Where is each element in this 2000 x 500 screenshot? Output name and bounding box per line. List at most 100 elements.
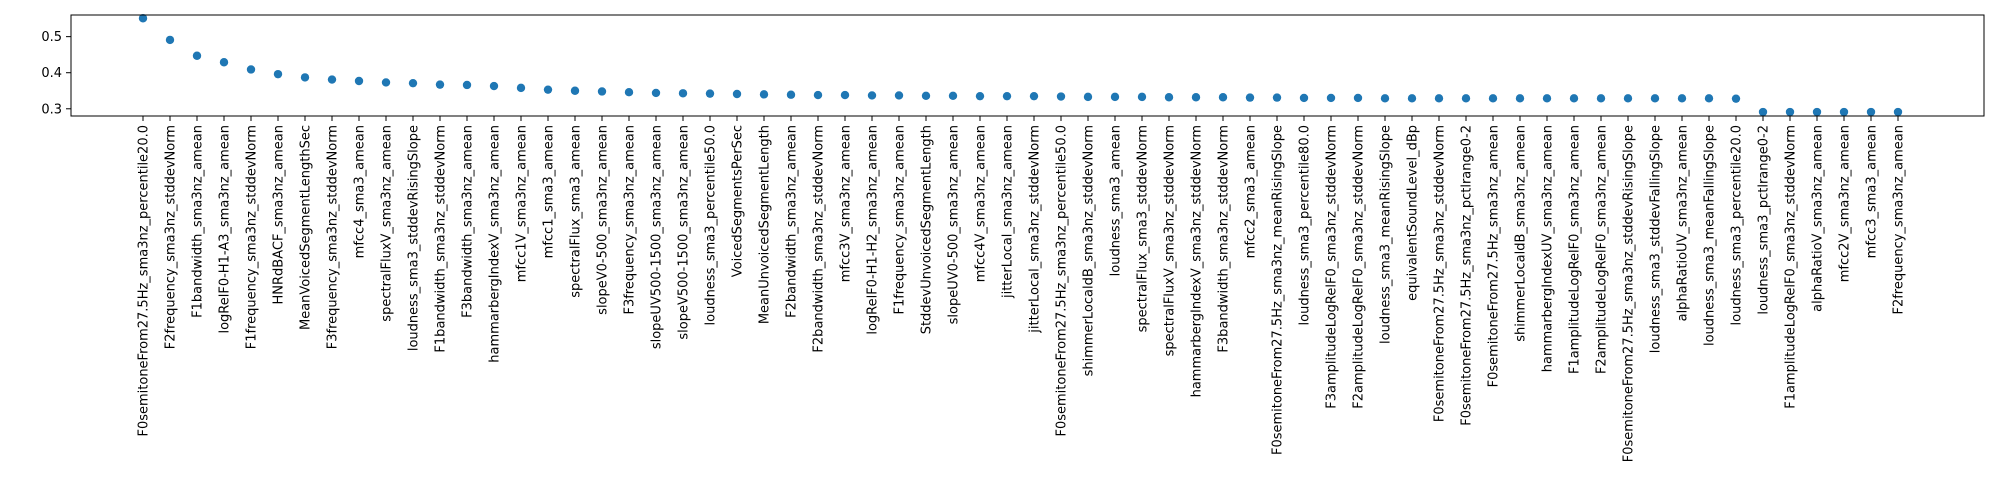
x-tick-label: loudness_sma3_meanFallingSlope <box>1703 125 1718 346</box>
data-point <box>624 87 634 97</box>
data-point <box>1623 94 1633 103</box>
x-tick-label: HNRdBACF_sma3nz_amean <box>272 125 287 305</box>
data-point <box>1596 94 1606 103</box>
data-point <box>1812 107 1822 117</box>
plot-frame <box>70 14 1985 117</box>
x-tick-label: mfcc3_sma3_amean <box>1865 125 1880 258</box>
data-point <box>300 73 310 82</box>
data-point <box>408 78 418 88</box>
x-tick-label: slopeV500-1500_sma3nz_amean <box>677 125 692 340</box>
data-point <box>1677 94 1687 103</box>
data-point <box>1218 93 1228 102</box>
x-tick-label: F2amplitudeLogRelF0_sma3nz_stddevNorm <box>1352 125 1367 409</box>
x-tick-label: alphaRatioUV_sma3nz_amean <box>1676 125 1691 321</box>
x-tick-label: shimmerLocaldB_sma3nz_amean <box>1514 125 1529 342</box>
data-point <box>1704 94 1714 103</box>
x-tick-label: F1amplitudeLogRelF0_sma3nz_amean <box>1568 125 1583 374</box>
x-tick-label: F3bandwidth_sma3nz_amean <box>461 125 476 318</box>
x-tick-label: slopeV0-500_sma3nz_amean <box>596 125 611 315</box>
x-tick-label: loudness_sma3_amean <box>1109 125 1124 276</box>
data-point <box>1893 107 1903 117</box>
data-point <box>597 87 607 96</box>
x-tick-label: F2frequency_sma3nz_stddevNorm <box>164 125 179 349</box>
x-tick-label: slopeUV0-500_sma3nz_amean <box>947 125 962 324</box>
x-tick-label: hammarbergIndexV_sma3nz_amean <box>488 125 503 363</box>
data-point <box>1164 93 1174 102</box>
data-points <box>138 14 1903 117</box>
data-point <box>759 90 769 99</box>
x-tick-label: F2bandwidth_sma3nz_stddevNorm <box>812 125 827 353</box>
x-tick-label: mfcc4_sma3_amean <box>353 125 368 258</box>
data-point <box>1029 91 1039 101</box>
x-tick-label: alphaRatioV_sma3nz_amean <box>1811 125 1826 312</box>
data-point <box>327 75 337 84</box>
x-tick-label: equivalentSoundLevel_dBp <box>1406 125 1421 301</box>
data-point <box>273 69 283 79</box>
data-point <box>1434 94 1444 103</box>
data-point <box>435 80 445 89</box>
x-tick-label: mfcc4V_sma3nz_amean <box>974 125 989 282</box>
x-tick-label: loudness_sma3_stddevRisingSlope <box>407 125 422 351</box>
data-point <box>1839 107 1849 117</box>
data-point <box>651 88 661 98</box>
x-tick-label: mfcc1_sma3_amean <box>542 125 557 258</box>
x-tick-label: F3amplitudeLogRelF0_sma3nz_stddevNorm <box>1325 125 1340 409</box>
x-tick-label: F2frequency_sma3nz_amean <box>1892 125 1907 315</box>
data-point <box>894 91 904 100</box>
x-tick-label: F3frequency_sma3nz_amean <box>623 125 638 315</box>
data-point <box>813 90 823 100</box>
x-tick-label: spectralFluxV_sma3nz_stddevNorm <box>1163 125 1178 356</box>
x-axis-ticks: F0semitoneFrom27.5Hz_sma3nz_percentile20… <box>137 116 1907 462</box>
y-axis-ticks: 0.3 0.4 0.5 <box>41 30 71 117</box>
x-tick-label: F2amplitudeLogRelF0_sma3nz_amean <box>1595 125 1610 374</box>
data-point <box>867 91 877 100</box>
x-tick-label: logRelF0-H1-H2_sma3nz_amean <box>866 125 881 335</box>
data-point <box>1272 93 1282 102</box>
x-tick-label: loudness_sma3_percentile20.0 <box>1730 125 1745 325</box>
x-tick-label: hammarbergIndexUV_sma3nz_amean <box>1541 125 1556 372</box>
data-point <box>732 89 742 99</box>
data-point <box>1515 94 1525 103</box>
data-point <box>246 65 256 74</box>
x-tick-label: logRelF0-H1-A3_sma3nz_amean <box>218 125 233 334</box>
x-tick-label: loudness_sma3_meanRisingSlope <box>1379 125 1394 344</box>
x-tick-label: F0semitoneFrom27.5Hz_sma3nz_amean <box>1487 125 1502 387</box>
data-point <box>165 35 175 45</box>
x-tick-label: F1frequency_sma3nz_stddevNorm <box>245 125 260 349</box>
x-tick-label: F1amplitudeLogRelF0_sma3nz_stddevNorm <box>1784 125 1799 409</box>
x-tick-label: spectralFlux_sma3_stddevNorm <box>1136 125 1151 332</box>
data-point <box>192 51 202 60</box>
data-point <box>1056 92 1066 101</box>
data-point <box>516 83 526 93</box>
data-point <box>840 90 850 100</box>
data-point <box>1002 91 1012 101</box>
data-point <box>138 14 148 23</box>
data-point <box>219 58 229 67</box>
data-point <box>1083 92 1093 102</box>
data-point <box>1785 107 1795 117</box>
data-point <box>975 91 985 101</box>
x-tick-label: VoicedSegmentsPerSec <box>731 125 746 277</box>
data-point <box>543 85 553 94</box>
data-point <box>1191 93 1201 102</box>
data-point <box>1353 93 1363 103</box>
data-point <box>786 90 796 99</box>
data-point <box>1758 107 1768 117</box>
x-tick-label: mfcc2_sma3_amean <box>1244 125 1259 258</box>
data-point <box>705 89 715 98</box>
data-point <box>381 78 391 87</box>
x-tick-label: MeanUnvoicedSegmentLength <box>758 125 773 324</box>
x-tick-label: shimmerLocaldB_sma3nz_stddevNorm <box>1082 125 1097 376</box>
x-tick-label: F0semitoneFrom27.5Hz_sma3nz_pctlrange0-2 <box>1460 125 1475 426</box>
data-point <box>1488 94 1498 103</box>
data-point <box>1137 92 1147 102</box>
y-tick-label: 0.3 <box>41 102 62 117</box>
data-point <box>462 80 472 90</box>
data-point <box>1110 92 1120 102</box>
data-point <box>1866 107 1876 117</box>
data-point <box>1407 94 1417 103</box>
data-point <box>921 91 931 101</box>
y-tick-label: 0.4 <box>41 66 62 81</box>
data-point <box>948 91 958 101</box>
